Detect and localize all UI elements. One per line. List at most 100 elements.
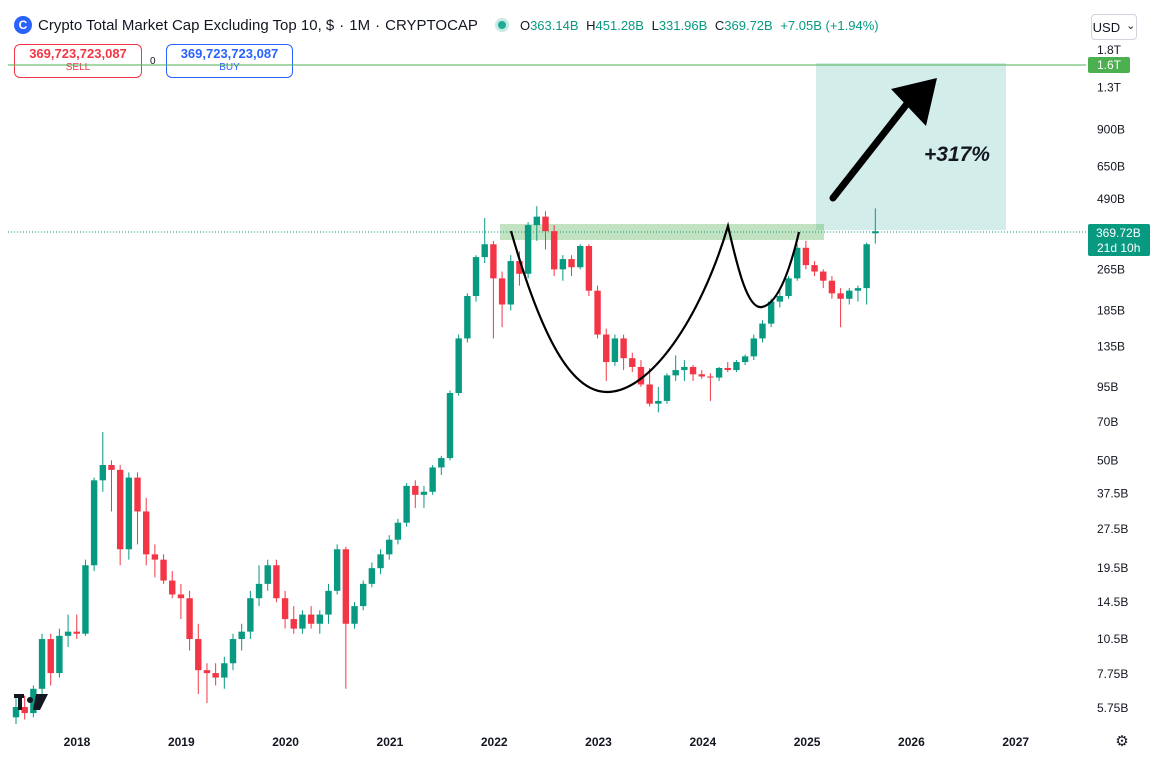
candle-up[interactable]	[863, 242, 870, 305]
currency-selector-button[interactable]: USD ⌄	[1091, 14, 1137, 40]
candle-down[interactable]	[203, 663, 211, 704]
candle-up[interactable]	[464, 293, 471, 343]
candle-up[interactable]	[846, 288, 853, 305]
sell-button[interactable]: 369,723,723,087 SELL	[14, 44, 142, 78]
candle-up[interactable]	[533, 206, 540, 241]
candle-down[interactable]	[108, 460, 115, 512]
candle-up[interactable]	[420, 485, 428, 508]
candle-up[interactable]	[125, 472, 133, 560]
candle-up[interactable]	[655, 386, 662, 413]
buy-button[interactable]: 369,723,723,087 BUY	[166, 44, 293, 78]
candle-down[interactable]	[490, 240, 497, 339]
candle-up[interactable]	[351, 602, 358, 629]
candle-down[interactable]	[585, 244, 593, 297]
candle-down[interactable]	[550, 225, 558, 277]
candle-down[interactable]	[143, 497, 150, 566]
candle-down[interactable]	[689, 364, 697, 381]
candle-up[interactable]	[559, 255, 567, 281]
candle-up[interactable]	[577, 244, 584, 270]
candle-up[interactable]	[360, 580, 367, 611]
candle-up[interactable]	[785, 276, 792, 299]
candle-down[interactable]	[169, 571, 176, 599]
candle-up[interactable]	[368, 562, 376, 588]
candle-down[interactable]	[828, 276, 836, 299]
candle-down[interactable]	[116, 465, 124, 566]
interval-label[interactable]: 1M	[349, 16, 371, 34]
candle-down[interactable]	[811, 261, 818, 277]
candle-up[interactable]	[776, 290, 784, 308]
candle-up[interactable]	[611, 334, 619, 366]
time-axis[interactable]: 2018 2019 2020 2021 2022 2023 2024 2025 2026 2027	[64, 735, 1030, 749]
candle-up[interactable]	[82, 559, 89, 636]
candle-down[interactable]	[724, 362, 731, 373]
candle-up[interactable]	[715, 366, 723, 381]
candle-up[interactable]	[99, 432, 106, 492]
candle-up[interactable]	[316, 610, 323, 634]
candle-down[interactable]	[186, 590, 193, 651]
candle-up[interactable]	[524, 222, 532, 279]
candle-down[interactable]	[603, 328, 610, 381]
candle-up[interactable]	[38, 633, 46, 698]
candle-up[interactable]	[12, 693, 20, 725]
market-status-icon[interactable]	[497, 21, 506, 29]
candle-up[interactable]	[403, 483, 410, 527]
candle-up[interactable]	[455, 334, 462, 396]
candle-down[interactable]	[629, 352, 636, 373]
candle-down[interactable]	[837, 288, 844, 328]
candle-up[interactable]	[507, 255, 514, 311]
candle-down[interactable]	[820, 269, 827, 289]
candle-up[interactable]	[672, 355, 679, 381]
candle-down[interactable]	[307, 606, 315, 629]
candle-up[interactable]	[247, 590, 254, 640]
candle-down[interactable]	[594, 285, 601, 339]
candle-up[interactable]	[64, 614, 72, 647]
candle-up[interactable]	[794, 244, 801, 281]
candle-up[interactable]	[394, 518, 402, 545]
candle-up[interactable]	[229, 633, 237, 671]
candle-down[interactable]	[212, 663, 219, 686]
candle-up[interactable]	[90, 477, 98, 572]
symbol-title[interactable]: Crypto Total Market Cap Excluding Top 10…	[38, 16, 335, 34]
candle-up[interactable]	[429, 465, 436, 495]
candle-down[interactable]	[134, 472, 141, 545]
candle-up[interactable]	[386, 535, 393, 560]
candle-down[interactable]	[498, 271, 506, 328]
candle-up[interactable]	[438, 455, 445, 475]
candle-up[interactable]	[741, 354, 749, 365]
candle-up[interactable]	[255, 565, 263, 607]
candle-down[interactable]	[281, 590, 289, 629]
candle-down[interactable]	[342, 546, 350, 689]
candle-up[interactable]	[663, 373, 671, 404]
candle-up[interactable]	[750, 334, 757, 361]
candle-down[interactable]	[47, 633, 54, 686]
candle-down[interactable]	[646, 367, 653, 407]
candle-up[interactable]	[377, 549, 384, 575]
tradingview-logo-icon[interactable]	[14, 694, 48, 710]
candle-up[interactable]	[759, 320, 766, 343]
candle-up[interactable]	[30, 685, 37, 718]
candle-up[interactable]	[872, 208, 879, 244]
candle-up[interactable]	[446, 390, 454, 461]
candle-down[interactable]	[290, 606, 297, 634]
candle-up[interactable]	[264, 559, 271, 591]
candle-down[interactable]	[412, 480, 419, 508]
candle-down[interactable]	[568, 255, 575, 277]
candle-up[interactable]	[325, 583, 332, 624]
candle-up[interactable]	[472, 255, 480, 302]
candle-up[interactable]	[333, 544, 341, 595]
candle-down[interactable]	[160, 554, 167, 584]
candle-up[interactable]	[681, 360, 688, 381]
candle-down[interactable]	[542, 211, 549, 250]
candle-down[interactable]	[637, 360, 645, 387]
candle-down[interactable]	[21, 695, 28, 720]
candle-up[interactable]	[56, 628, 63, 678]
candle-up[interactable]	[238, 623, 245, 651]
candle-down[interactable]	[620, 334, 627, 371]
candle-up[interactable]	[733, 360, 740, 373]
settings-gear-icon[interactable]: ⚙	[1115, 733, 1129, 750]
candle-up[interactable]	[767, 298, 775, 328]
candle-down[interactable]	[707, 373, 714, 401]
candle-down[interactable]	[273, 559, 280, 603]
candle-down[interactable]	[177, 583, 185, 620]
